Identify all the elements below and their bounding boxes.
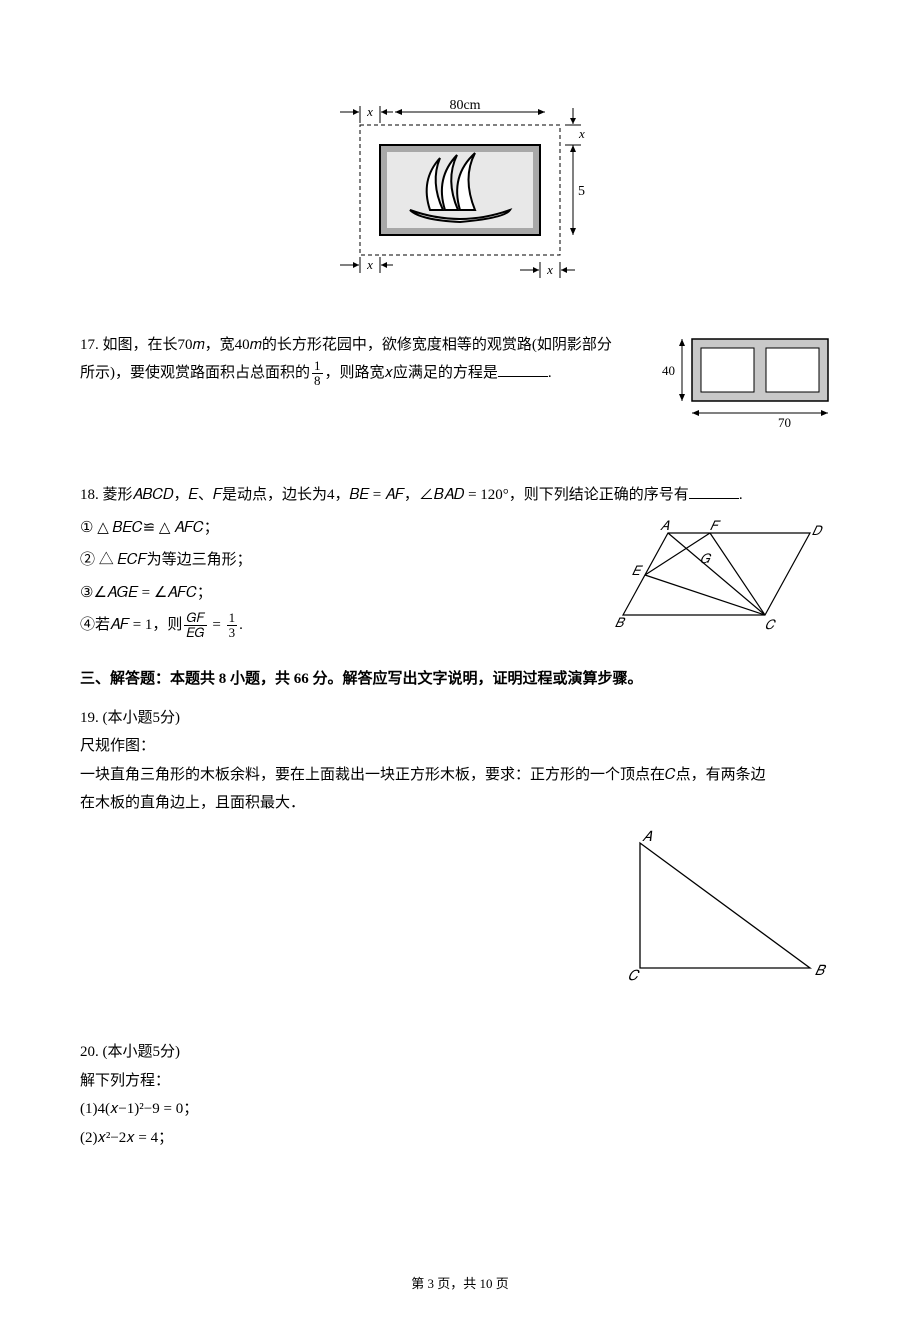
- q18-main: 菱形𝐴𝐵𝐶𝐷，𝐸、𝐹是动点，边长为4，𝐵𝐸 = 𝐴𝐹，∠𝐵𝐴𝐷 = 120°，则…: [103, 487, 689, 503]
- q19-line2: 尺规作图：: [80, 732, 840, 761]
- q19-line4: 在木板的直角边上，且面积最大．: [80, 789, 840, 818]
- figure-19-container: 𝐴 𝐶 𝐵: [80, 828, 840, 999]
- fig18-E: 𝐸: [632, 563, 644, 578]
- q20-line2: 解下列方程：: [80, 1067, 840, 1096]
- problem-19: 19. (本小题5分) 尺规作图： 一块直角三角形的木板余料，要在上面裁出一块正…: [80, 704, 840, 999]
- fig16-x-top-label: x: [366, 104, 373, 119]
- figure-18-svg: 𝐴 𝐹 𝐷 𝐸 𝐺 𝐵 𝐶: [610, 515, 840, 635]
- fig17-label-40: 40: [662, 363, 675, 378]
- q17-text-1: 如图，在长70𝑚，宽40𝑚的长方形花园中，欲修宽度相等的观赏路(如阴影部分: [103, 337, 612, 353]
- figure-17-svg: 40 70: [660, 331, 840, 431]
- q20-eq2: (2)𝑥²−2𝑥 = 4；: [80, 1124, 840, 1153]
- fig18-D: 𝐷: [812, 523, 823, 538]
- q17-prefix: 17.: [80, 337, 103, 353]
- fig16-height-label: 50cm: [578, 184, 585, 199]
- q18-prefix: 18.: [80, 487, 103, 503]
- fig16-x-right-label: x: [578, 126, 585, 141]
- figure-16-container: 80cm x 50cm x x x: [80, 100, 840, 291]
- fig19-B: 𝐵: [815, 964, 827, 979]
- fig16-x-bl-label: x: [366, 257, 373, 272]
- q20-eq1: (1)4(𝑥−1)²−9 = 0；: [80, 1095, 840, 1124]
- fig18-F: 𝐹: [710, 518, 721, 533]
- q20-line1: 20. (本小题5分): [80, 1038, 840, 1067]
- fig19-C: 𝐶: [628, 969, 641, 984]
- fig17-label-70: 70: [778, 415, 791, 430]
- figure-17-container: 40 70: [660, 331, 840, 442]
- q19-line3: 一块直角三角形的木板余料，要在上面裁出一块正方形木板，要求：正方形的一个顶点在𝐶…: [80, 761, 840, 790]
- problem-17: 40 70 17. 如图，在长70𝑚，宽40𝑚的长方形花园中，欲修宽度相等的观赏…: [80, 331, 840, 442]
- q18-main-line: 18. 菱形𝐴𝐵𝐶𝐷，𝐸、𝐹是动点，边长为4，𝐵𝐸 = 𝐴𝐹，∠𝐵𝐴𝐷 = 12…: [80, 481, 840, 510]
- figure-16-svg: 80cm x 50cm x x x: [335, 100, 585, 280]
- fig18-A: 𝐴: [660, 518, 670, 533]
- fig16-x-br-label: x: [546, 262, 553, 277]
- q17-text-2a: 所示)，要使观赏路面积占总面积的: [80, 365, 310, 381]
- fig18-G: 𝐺: [700, 551, 712, 566]
- fig18-B: 𝐵: [615, 615, 626, 630]
- q18-frac2: 13: [227, 611, 238, 641]
- page-footer: 第 3 页，共 10 页: [80, 1272, 840, 1297]
- problem-20: 20. (本小题5分) 解下列方程： (1)4(𝑥−1)²−9 = 0； (2)…: [80, 1038, 840, 1152]
- q18-frac1: 𝐺𝐹𝐸𝐺: [184, 611, 206, 641]
- fig18-C: 𝐶: [765, 617, 777, 632]
- q17-text-2b: ，则路宽𝑥应满足的方程是: [325, 365, 498, 381]
- q18-period: .: [739, 487, 743, 503]
- section-3-header: 三、解答题：本题共 8 小题，共 66 分。解答应写出文字说明，证明过程或演算步…: [80, 665, 840, 694]
- q17-period: .: [548, 365, 552, 381]
- figure-19-svg: 𝐴 𝐶 𝐵: [610, 828, 840, 988]
- problem-18: 18. 菱形𝐴𝐵𝐶𝐷，𝐸、𝐹是动点，边长为4，𝐵𝐸 = 𝐴𝐹，∠𝐵𝐴𝐷 = 12…: [80, 481, 840, 645]
- q17-fraction: 18: [312, 359, 323, 389]
- q17-blank: [498, 376, 548, 377]
- fig16-width-label: 80cm: [449, 100, 480, 113]
- q19-line1: 19. (本小题5分): [80, 704, 840, 733]
- q18-blank: [689, 498, 739, 499]
- figure-18-container: 𝐴 𝐹 𝐷 𝐸 𝐺 𝐵 𝐶: [610, 515, 840, 646]
- fig19-A: 𝐴: [642, 830, 653, 845]
